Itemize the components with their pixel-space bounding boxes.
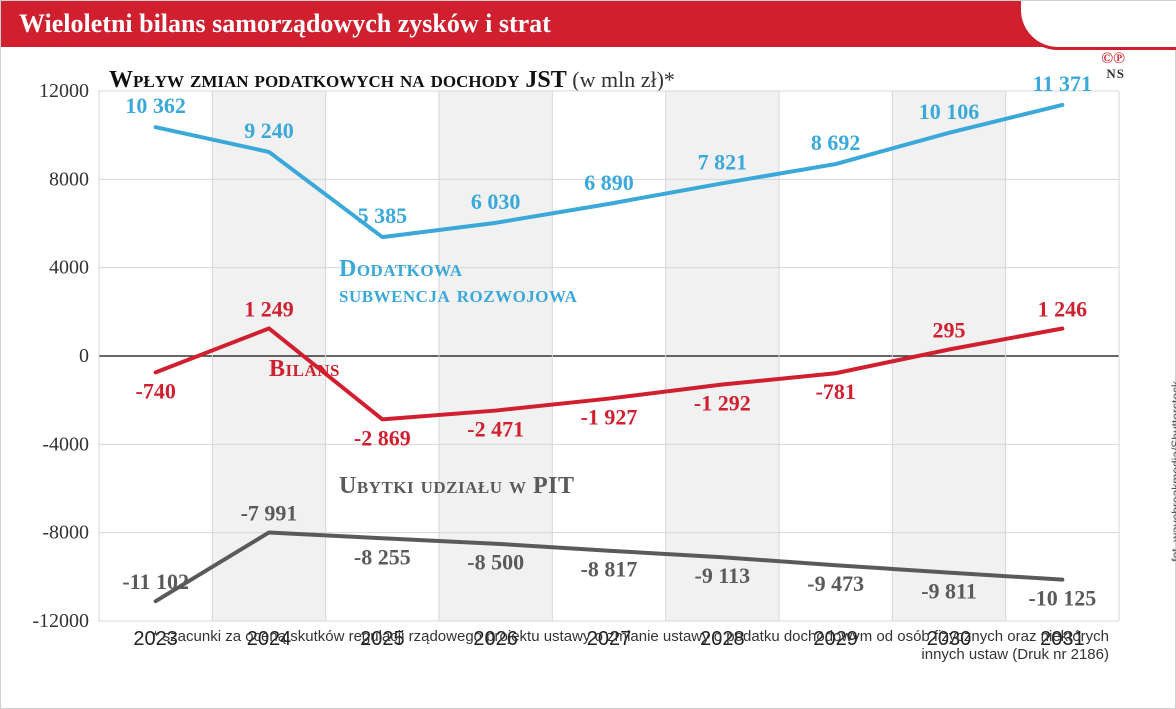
data-label-ubytki: -9 811 — [921, 579, 977, 604]
data-label-bilans: 295 — [933, 317, 966, 342]
y-axis-label: 4000 — [49, 257, 89, 279]
series-label-bilans: Bilans — [269, 356, 340, 382]
footnote: * szacunki za oceną skutków regulacji rz… — [119, 628, 1109, 666]
chart-area: Wpływ zmian podatkowych na dochody JST (… — [19, 61, 1139, 671]
data-label-subwencja: 6 890 — [584, 170, 634, 195]
y-axis-label: -12000 — [32, 610, 89, 632]
data-label-subwencja: 8 692 — [811, 130, 861, 155]
y-axis-label: 0 — [79, 345, 89, 367]
photo-credit: fot. wavebreakmedia/Shutterstock — [1169, 381, 1176, 562]
data-label-bilans: -781 — [816, 379, 856, 404]
data-label-ubytki: -8 255 — [354, 544, 411, 569]
data-label-subwencja: 10 362 — [125, 93, 186, 118]
data-label-bilans: -1 292 — [694, 391, 751, 416]
data-label-bilans: -2 471 — [467, 417, 524, 442]
data-label-ubytki: -10 125 — [1028, 586, 1096, 611]
data-label-bilans: -740 — [136, 378, 176, 403]
y-axis-label: -4000 — [42, 433, 89, 455]
data-label-bilans: 1 246 — [1038, 296, 1088, 321]
data-label-bilans: -2 869 — [354, 425, 411, 450]
series-label-subwencja: subwencja rozwojowa — [339, 282, 578, 308]
header-bar: Wieloletni bilans samorządowych zysków i… — [1, 1, 1175, 47]
chart-svg: -12000-8000-4000040008000120002023202420… — [19, 61, 1139, 671]
data-label-bilans: 1 249 — [244, 296, 294, 321]
data-label-subwencja: 6 030 — [471, 189, 521, 214]
infographic-container: Wieloletni bilans samorządowych zysków i… — [0, 0, 1176, 709]
y-axis-label: -8000 — [42, 522, 89, 544]
data-label-ubytki: -11 102 — [122, 569, 189, 594]
data-label-ubytki: -9 113 — [695, 563, 751, 588]
data-label-subwencja: 11 371 — [1033, 71, 1092, 96]
header-title: Wieloletni bilans samorządowych zysków i… — [19, 9, 551, 39]
data-label-ubytki: -8 500 — [467, 550, 524, 575]
data-label-ubytki: -9 473 — [807, 571, 864, 596]
data-label-subwencja: 10 106 — [919, 99, 980, 124]
data-label-ubytki: -8 817 — [581, 557, 638, 582]
data-label-subwencja: 9 240 — [244, 118, 294, 143]
y-axis-label: 12000 — [39, 80, 89, 102]
series-label-subwencja: Dodatkowa — [339, 256, 463, 282]
data-label-bilans: -1 927 — [581, 405, 638, 430]
data-label-ubytki: -7 991 — [241, 500, 298, 525]
data-label-subwencja: 5 385 — [358, 203, 408, 228]
series-label-ubytki: Ubytki udziału w PIT — [339, 473, 575, 499]
data-label-subwencja: 7 821 — [698, 149, 748, 174]
y-axis-label: 8000 — [49, 168, 89, 190]
